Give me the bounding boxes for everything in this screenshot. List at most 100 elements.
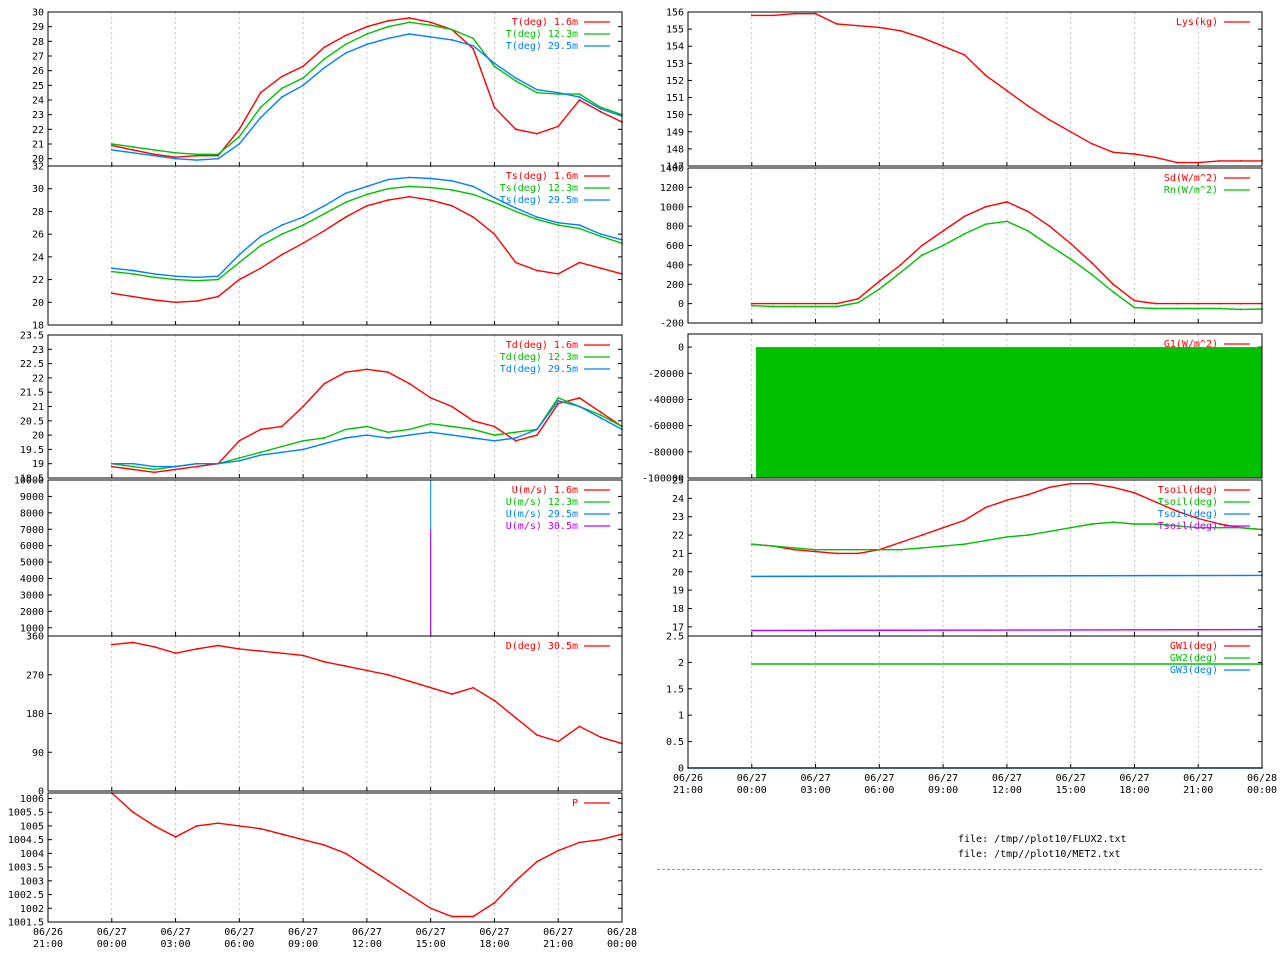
data-point	[408, 680, 411, 683]
data-point	[408, 428, 411, 431]
data-point	[942, 526, 945, 529]
y-tick-label: 800	[666, 222, 684, 233]
x-tick-time: 21:00	[1183, 785, 1213, 796]
data-point	[1176, 161, 1178, 164]
data-point	[963, 53, 966, 56]
data-point	[493, 106, 496, 109]
y-tick-label: 27	[32, 52, 44, 63]
data-point	[920, 534, 923, 536]
data-point	[1154, 501, 1157, 503]
x-tick-time: 00:00	[1247, 785, 1277, 796]
y-tick-label: 25	[32, 81, 44, 92]
data-point	[302, 77, 305, 79]
data-point	[899, 263, 902, 266]
data-point	[429, 686, 432, 689]
panel-Rad: -200 0 200 400 600 800 1000 1200 1400 Sd(W/m^2)Rn…	[660, 164, 1263, 330]
data-point	[238, 143, 241, 145]
y-tick-label: 270	[26, 670, 44, 681]
data-point	[110, 270, 113, 273]
data-point	[153, 148, 156, 151]
data-point	[750, 629, 753, 632]
y-tick-label: 1004	[20, 849, 44, 860]
data-point	[750, 663, 753, 665]
y-tick-label: 26	[32, 230, 44, 241]
panel-D: 0 90 180 270 360 D(deg) 30.5m	[26, 632, 623, 798]
data-point	[514, 80, 517, 82]
data-point	[451, 425, 453, 428]
panel-frame	[687, 635, 1263, 769]
data-point	[557, 272, 560, 275]
y-tick-label: 151	[666, 93, 684, 104]
data-point	[857, 297, 859, 300]
data-point	[451, 204, 453, 207]
data-point	[1218, 159, 1221, 162]
data-point	[472, 437, 475, 439]
data-point	[493, 65, 496, 68]
data-point	[578, 397, 581, 399]
y-tick-label: 18	[32, 321, 44, 332]
legend-label: T(deg) 29.5m	[506, 41, 578, 52]
data-point	[153, 825, 156, 827]
data-point	[344, 437, 347, 439]
x-tick-date: 06/27	[801, 773, 831, 784]
data-point	[1005, 201, 1008, 203]
data-point	[110, 267, 113, 270]
y-tick-label: 154	[666, 42, 684, 53]
data-point	[1239, 159, 1242, 162]
y-tick-label: 152	[666, 76, 684, 87]
data-point	[599, 267, 602, 270]
x-tick-date: 06/26	[33, 927, 63, 938]
y-tick-label: 0.5	[666, 737, 684, 748]
data-point	[599, 107, 602, 110]
data-point	[878, 280, 881, 283]
data-point	[259, 827, 262, 830]
data-point	[920, 547, 923, 549]
data-point	[365, 669, 368, 672]
y-tick-label: 22.5	[20, 359, 44, 370]
data-point	[451, 434, 453, 436]
y-tick-label: 10000	[14, 476, 44, 487]
data-point	[451, 28, 453, 31]
data-point	[110, 465, 113, 468]
data-point	[259, 91, 262, 94]
data-point	[153, 465, 156, 468]
data-point	[280, 451, 283, 454]
data-point	[195, 154, 198, 157]
y-tick-label: 180	[26, 709, 44, 720]
y-tick-label: 28	[32, 37, 44, 48]
x-tick-time: 06:00	[224, 939, 254, 950]
data-point	[323, 660, 326, 663]
y-tick-label: 20	[32, 154, 44, 165]
data-point	[217, 157, 219, 160]
data-point	[578, 227, 581, 230]
data-point	[302, 224, 305, 226]
data-point	[344, 43, 347, 46]
x-tick-date: 06/27	[543, 927, 573, 938]
data-point	[493, 699, 496, 702]
data-point	[493, 62, 496, 65]
data-point	[557, 402, 560, 405]
data-point	[259, 454, 262, 457]
data-point	[195, 648, 198, 650]
y-tick-label: 29	[32, 22, 44, 33]
x-tick-time: 12:00	[992, 785, 1022, 796]
y-tick-label: 1003.5	[8, 863, 44, 874]
data-point	[217, 154, 219, 157]
data-point	[280, 833, 283, 836]
data-point	[899, 271, 902, 274]
legend-label: Tsoil(deg)	[1158, 485, 1218, 496]
y-tick-label: 21.5	[20, 388, 44, 399]
x-tick-time: 21:00	[543, 939, 573, 950]
y-tick-label: 1005.5	[8, 808, 44, 819]
data-point	[857, 301, 859, 304]
data-point	[1005, 499, 1008, 502]
y-tick-label: 30	[32, 8, 44, 19]
data-point	[835, 305, 838, 308]
data-point	[1176, 510, 1178, 513]
data-point	[132, 465, 134, 468]
data-point	[217, 295, 219, 298]
data-point	[451, 915, 453, 918]
data-point	[387, 199, 390, 201]
data-point	[599, 411, 602, 414]
